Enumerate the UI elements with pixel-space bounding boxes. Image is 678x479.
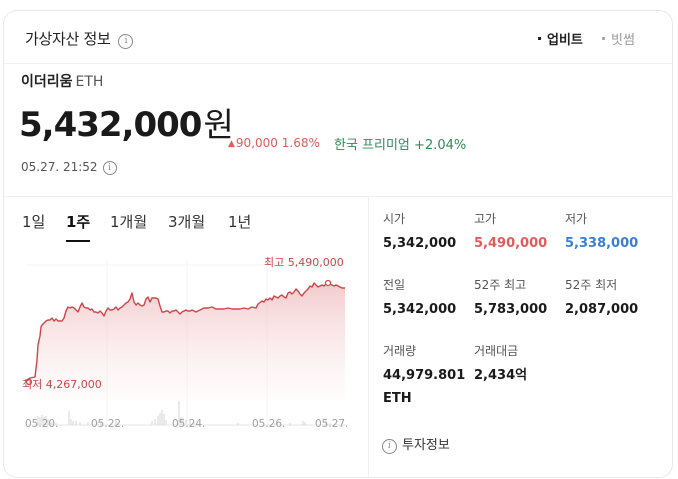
x-tick: 05.26.: [252, 418, 286, 430]
bullet-icon: [602, 37, 605, 40]
stat-value: 2,434억: [474, 368, 528, 383]
info-circle-icon: i: [382, 439, 397, 454]
stat-52w-high: 52주 최고 5,783,000: [474, 276, 564, 320]
stat-value: 5,342,000: [383, 302, 457, 317]
card-title-text: 가상자산 정보: [25, 30, 111, 48]
current-price: 5,432,000원: [19, 98, 234, 146]
stat-label: 고가: [474, 212, 497, 226]
up-arrow-icon: ▲: [228, 139, 235, 149]
stat-value: 5,783,000: [474, 302, 548, 317]
chart-min-label: 최저 4,267,000: [22, 378, 102, 391]
stat-label: 52주 최고: [474, 278, 527, 292]
stat-high: 고가 5,490,000: [474, 210, 564, 254]
card-title: 가상자산 정보 i: [25, 28, 134, 49]
stat-prev-close: 전일 5,342,000: [383, 276, 473, 320]
bullet-icon: [538, 37, 541, 40]
x-tick: 05.24.: [172, 418, 206, 430]
stat-open: 시가 5,342,000: [383, 210, 473, 254]
stat-value-unit: ETH: [383, 391, 412, 406]
stat-value: 2,087,000: [565, 302, 639, 317]
timestamp: 05.27. 21:52 i: [21, 160, 117, 175]
volume-bars: [37, 401, 331, 425]
min-marker: [25, 378, 33, 386]
change-percent: 1.68%: [281, 136, 320, 150]
max-marker: [324, 279, 332, 287]
column-divider: [368, 197, 369, 477]
info-circle-icon[interactable]: i: [118, 34, 134, 49]
x-tick: 05.20.: [25, 418, 59, 430]
price-area: [27, 283, 345, 400]
stat-value: 5,342,000: [383, 236, 457, 251]
premium-value: +2.04%: [414, 138, 467, 153]
stat-value: 5,490,000: [474, 236, 548, 251]
source-label: 빗썸: [611, 33, 635, 48]
tab-1y[interactable]: 1년: [228, 213, 252, 231]
stat-label: 52주 최저: [565, 278, 618, 292]
stat-value: 5,338,000: [565, 236, 639, 251]
stat-label: 시가: [383, 212, 406, 226]
stat-label: 전일: [383, 278, 406, 292]
tab-1d[interactable]: 1일: [22, 213, 46, 231]
source-label: 업비트: [547, 33, 583, 48]
investment-info-link[interactable]: i 투자정보: [382, 434, 450, 454]
x-tick: 05.22.: [91, 418, 125, 430]
price-change: ▲90,000 1.68%: [228, 136, 320, 150]
coin-name: 이더리움: [21, 74, 73, 90]
source-tab-upbit[interactable]: 업비트: [538, 29, 583, 48]
section-divider: [3, 196, 673, 197]
price-line: [26, 282, 345, 381]
tab-1m[interactable]: 1개월: [110, 213, 148, 231]
source-tab-bithumb[interactable]: 빗썸: [602, 29, 635, 48]
stat-low: 저가 5,338,000: [565, 210, 655, 254]
x-tick: 05.27.: [315, 418, 349, 430]
stat-value-block: 44,979.801 ETH: [383, 366, 473, 409]
change-amount: 90,000: [235, 136, 278, 150]
stat-label: 저가: [565, 212, 588, 226]
stat-volume: 거래량 44,979.801 ETH: [383, 342, 473, 409]
coin-symbol: ETH: [75, 74, 104, 90]
chart-max-label: 최고 5,490,000: [264, 256, 344, 269]
price-unit: 원: [203, 105, 233, 144]
stat-label: 거래대금: [474, 344, 519, 358]
korea-premium: 한국 프리미엄 +2.04%: [334, 134, 466, 153]
card-header: 가상자산 정보 i 업비트 빗썸: [4, 11, 672, 64]
coin-title: 이더리움 ETH: [21, 71, 103, 91]
tab-3m[interactable]: 3개월: [168, 213, 206, 231]
timestamp-text: 05.27. 21:52: [21, 160, 98, 174]
tab-1w[interactable]: 1주: [66, 213, 91, 242]
stat-value: 44,979.801: [383, 368, 466, 383]
stat-52w-low: 52주 최저 2,087,000: [565, 276, 655, 320]
premium-label: 한국 프리미엄: [334, 138, 410, 153]
investment-info-label: 투자정보: [402, 438, 450, 453]
stat-label: 거래량: [383, 344, 417, 358]
stat-trade-value: 거래대금 2,434억: [474, 342, 564, 386]
info-circle-icon[interactable]: i: [102, 161, 117, 175]
price-value: 5,432,000: [19, 105, 202, 145]
